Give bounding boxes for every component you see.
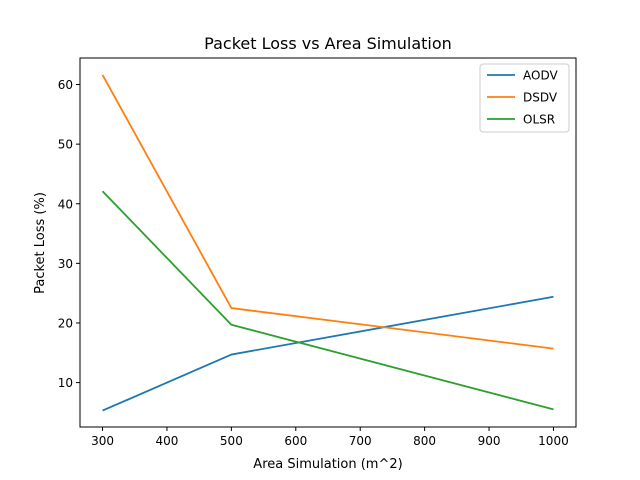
legend-box	[479, 63, 570, 133]
y-tick-label: 40	[58, 197, 73, 211]
y-tick-label: 20	[58, 316, 73, 330]
legend-label-aodv: AODV	[523, 69, 558, 83]
legend: AODV DSDV OLSR	[479, 63, 570, 133]
x-tick-label: 400	[156, 434, 179, 448]
y-tick-label: 30	[58, 257, 73, 271]
x-tick-label: 700	[349, 434, 372, 448]
y-axis-ticks: 10 20 30 40 50 60	[58, 78, 80, 390]
series-line-olsr	[101, 190, 554, 411]
plot-frame	[79, 57, 577, 428]
x-tick-label: 800	[413, 434, 436, 448]
x-axis-ticks: 300 400 500 600 700 800 900 1000	[91, 427, 569, 448]
x-tick-label: 1000	[538, 434, 569, 448]
series-lines	[101, 74, 554, 412]
x-tick-label: 600	[284, 434, 307, 448]
x-tick-label: 300	[91, 434, 114, 448]
legend-label-dsdv: DSDV	[523, 91, 558, 105]
series-line-dsdv	[101, 74, 554, 350]
y-tick-label: 10	[58, 376, 73, 390]
y-axis-label: Packet Loss (%)	[33, 192, 48, 294]
chart-title: Packet Loss vs Area Simulation	[204, 34, 452, 53]
x-tick-label: 900	[478, 434, 501, 448]
x-tick-label: 500	[220, 434, 243, 448]
y-tick-label: 60	[58, 78, 73, 92]
plot-area	[79, 57, 577, 428]
y-tick-label: 50	[58, 138, 73, 152]
legend-label-olsr: OLSR	[523, 113, 555, 127]
series-line-aodv	[102, 295, 554, 412]
x-axis-label: Area Simulation (m^2)	[253, 457, 402, 472]
